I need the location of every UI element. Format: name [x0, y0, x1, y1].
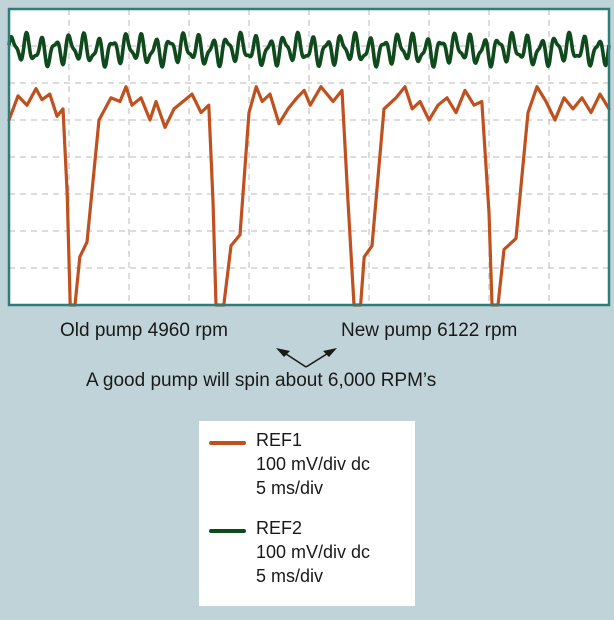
- good-pump-note: A good pump will spin about 6,000 RPM’s: [86, 370, 437, 391]
- oscilloscope-screen: [7, 7, 611, 307]
- legend-swatch-ref1: [209, 441, 246, 445]
- old-pump-label: Old pump 4960 rpm: [60, 320, 228, 341]
- legend-name-ref1: REF1: [256, 430, 303, 450]
- legend-time-ref2: 5 ms/div: [256, 566, 324, 586]
- pointer-arrows: [276, 348, 337, 368]
- legend-swatch-ref2: [209, 529, 246, 533]
- right-arrowhead: [323, 348, 337, 357]
- new-pump-label: New pump 6122 rpm: [341, 320, 518, 341]
- legend-time-ref1: 5 ms/div: [256, 478, 324, 498]
- series-line-ref2: [7, 30, 611, 69]
- screen-border: [7, 7, 611, 307]
- legend-scale-ref2: 100 mV/div dc: [256, 542, 371, 562]
- left-arrowhead: [276, 348, 290, 357]
- legend: REF1 100 mV/div dc 5 ms/div REF2 100 mV/…: [199, 421, 415, 606]
- legend-name-ref2: REF2: [256, 518, 303, 538]
- legend-scale-ref1: 100 mV/div dc: [256, 454, 371, 474]
